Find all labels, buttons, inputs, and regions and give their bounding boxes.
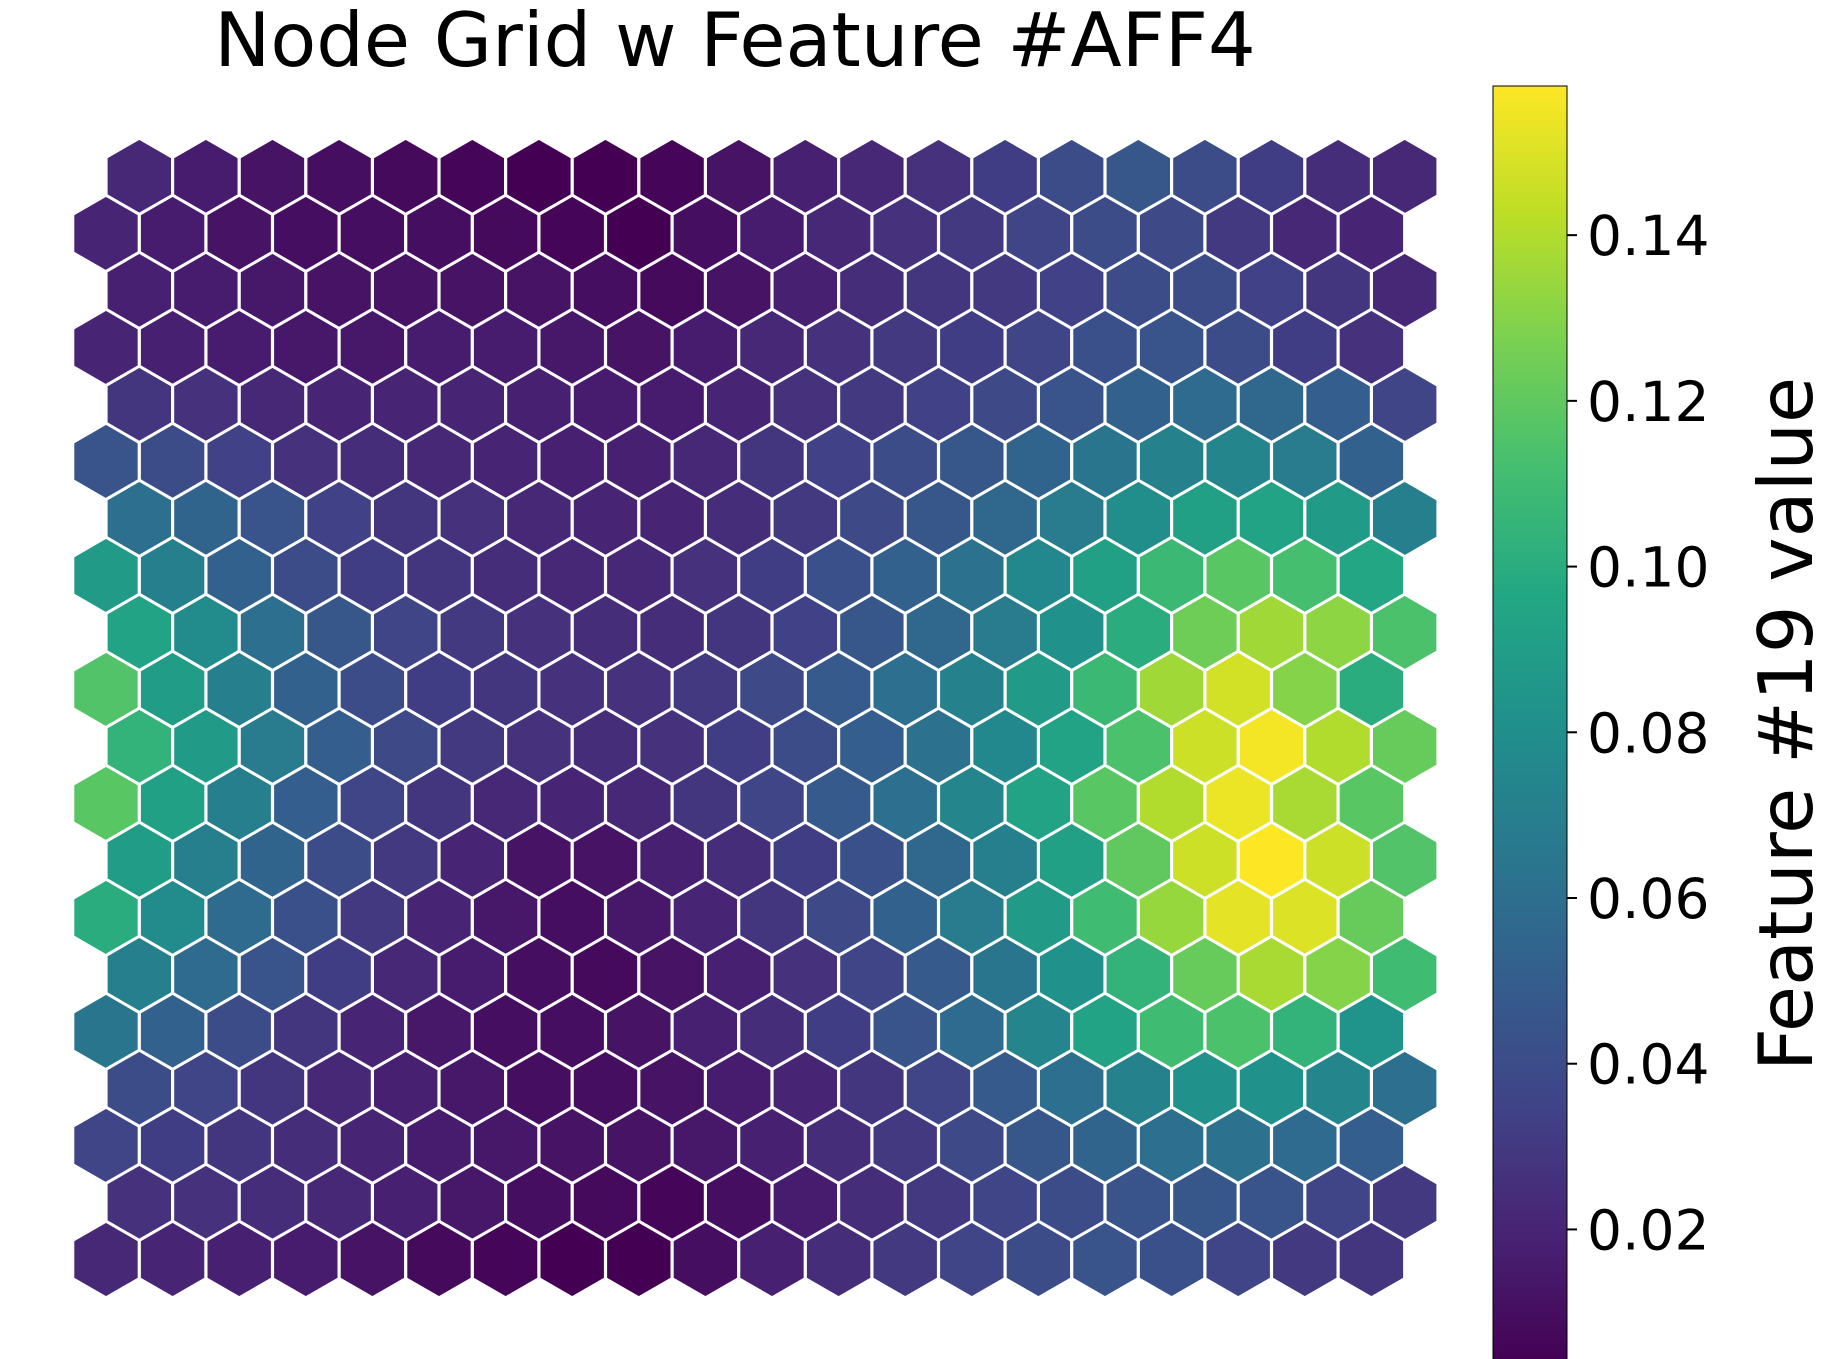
hex-grid	[71, 136, 1440, 1300]
colorbar-tick-label: 0.06	[1587, 867, 1709, 931]
colorbar-ticks: 0.02 0.04 0.06 0.08 0.10 0.12 0.14	[1567, 204, 1709, 1262]
colorbar-tick-label: 0.12	[1587, 370, 1709, 434]
colorbar-tick-label: 0.04	[1587, 1033, 1709, 1097]
hex-cell-r19-c19	[1336, 1219, 1407, 1300]
colorbar-tick-label: 0.10	[1587, 536, 1709, 600]
colorbar-tick-label: 0.02	[1587, 1198, 1709, 1262]
colorbar-tick-label: 0.08	[1587, 701, 1709, 765]
colorbar-label: Feature #19 value	[1742, 377, 1830, 1071]
chart-title: Node Grid w Feature #AFF4	[214, 0, 1255, 84]
colorbar-tick-label: 0.14	[1587, 204, 1709, 268]
colorbar	[1492, 85, 1568, 1359]
